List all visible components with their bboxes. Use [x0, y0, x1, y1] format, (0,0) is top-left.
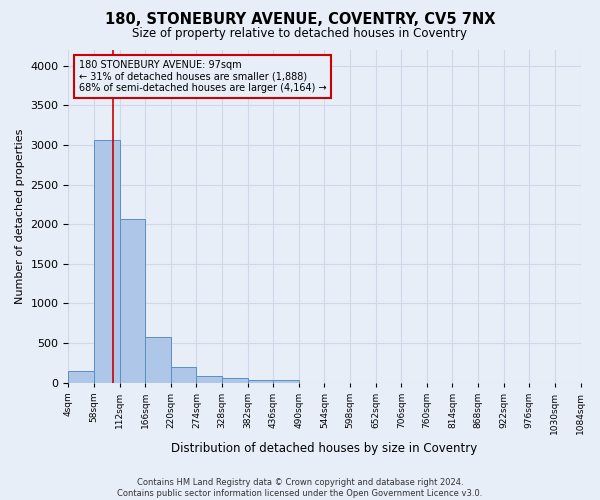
Bar [145, 338, 171, 382]
Bar [273, 380, 299, 382]
Y-axis label: Number of detached properties: Number of detached properties [15, 128, 25, 304]
Bar [222, 378, 248, 382]
Bar [119, 220, 145, 382]
Text: Contains HM Land Registry data © Crown copyright and database right 2024.
Contai: Contains HM Land Registry data © Crown c… [118, 478, 482, 498]
Bar [248, 380, 273, 382]
Text: Size of property relative to detached houses in Coventry: Size of property relative to detached ho… [133, 28, 467, 40]
Bar [171, 366, 196, 382]
Bar [196, 376, 222, 382]
Text: 180 STONEBURY AVENUE: 97sqm
← 31% of detached houses are smaller (1,888)
68% of : 180 STONEBURY AVENUE: 97sqm ← 31% of det… [79, 60, 326, 93]
Bar [94, 140, 119, 382]
X-axis label: Distribution of detached houses by size in Coventry: Distribution of detached houses by size … [172, 442, 478, 455]
Text: 180, STONEBURY AVENUE, COVENTRY, CV5 7NX: 180, STONEBURY AVENUE, COVENTRY, CV5 7NX [105, 12, 495, 28]
Bar [68, 370, 94, 382]
